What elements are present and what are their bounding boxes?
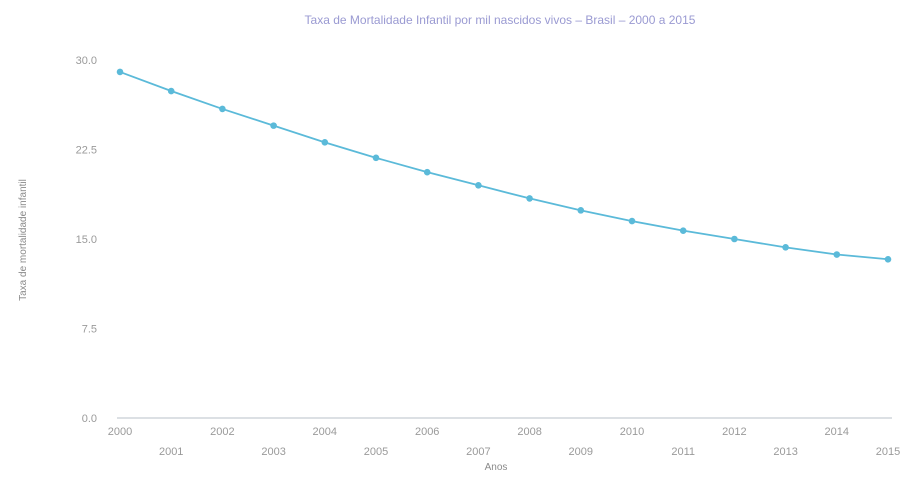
data-point <box>782 244 789 251</box>
data-point <box>628 217 636 225</box>
data-point <box>321 139 329 146</box>
data-point <box>679 227 687 234</box>
x-tick-label: 2004 <box>313 426 337 438</box>
x-tick-label: 2008 <box>517 426 541 438</box>
x-tick-label: 2013 <box>773 446 797 458</box>
data-point <box>475 182 482 189</box>
data-point <box>423 168 431 176</box>
data-point <box>526 195 533 202</box>
y-axis-ticks: 0.0 7.5 15.0 22.5 30.0 <box>76 55 97 425</box>
x-tick-label: 2006 <box>415 426 439 438</box>
y-axis-title: Taxa de mortalidade infantil <box>18 179 29 301</box>
y-tick-label: 0.0 <box>82 413 97 425</box>
series-line <box>119 71 889 261</box>
series-layer <box>116 68 892 263</box>
x-tick-label: 2003 <box>261 446 285 458</box>
x-tick-label: 2012 <box>722 426 746 438</box>
x-axis-ticks: 2000 2001 2002 2003 2004 2005 2006 2007 2008 2009… <box>108 426 900 458</box>
x-tick-label: 2011 <box>671 446 695 458</box>
x-tick-label: 2014 <box>825 426 849 438</box>
data-point <box>116 68 124 76</box>
x-tick-label: 2001 <box>159 446 183 458</box>
data-point <box>833 251 841 258</box>
x-tick-label: 2010 <box>620 426 644 438</box>
x-tick-label: 2005 <box>364 446 388 458</box>
y-tick-label: 7.5 <box>82 324 97 336</box>
chart-title: Taxa de Mortalidade Infantil por mil nas… <box>305 13 696 27</box>
y-tick-label: 30.0 <box>76 55 97 67</box>
data-point <box>731 235 738 243</box>
data-point <box>372 154 380 162</box>
data-point <box>884 255 892 263</box>
x-tick-label: 2000 <box>108 426 132 438</box>
x-tick-label: 2002 <box>210 426 234 438</box>
data-point <box>270 122 277 129</box>
x-tick-label: 2009 <box>569 446 593 458</box>
x-axis-title: Anos <box>485 462 508 473</box>
x-tick-label: 2015 <box>876 446 900 458</box>
x-tick-label: 2007 <box>466 446 490 458</box>
data-point <box>577 207 585 214</box>
y-tick-label: 15.0 <box>76 234 97 246</box>
data-point <box>167 87 175 95</box>
data-point <box>219 105 226 113</box>
y-tick-label: 22.5 <box>76 145 97 157</box>
